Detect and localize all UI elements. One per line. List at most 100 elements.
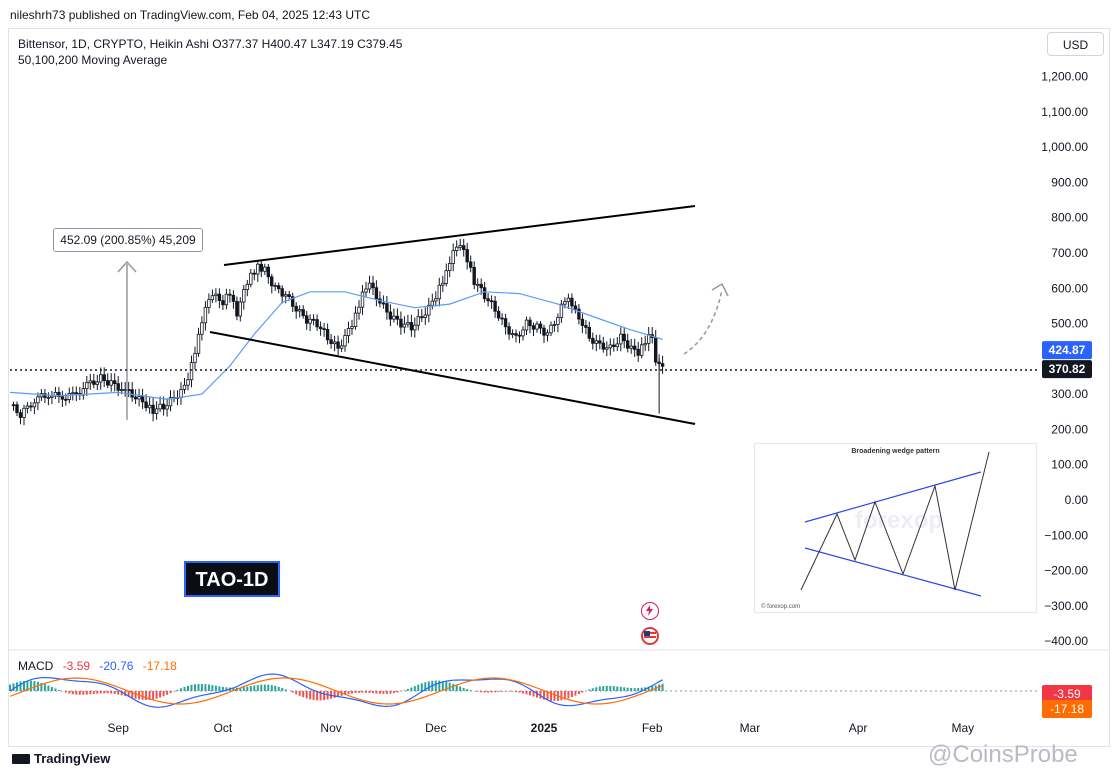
macd-histogram-bar [145, 691, 148, 700]
tradingview-logo[interactable]: TradingView [12, 751, 110, 766]
macd-histogram-bar [577, 691, 580, 695]
macd-histogram-bar [515, 691, 517, 693]
macd-histogram-bar [337, 691, 340, 697]
candle-body [420, 316, 424, 319]
macd-histogram-bar [570, 691, 573, 698]
moving-average-legend[interactable]: 50,100,200 Moving Average [18, 53, 168, 67]
tao-timeframe-label[interactable]: TAO-1D [184, 561, 280, 597]
y-axis-label: 200.00 [1051, 422, 1088, 436]
candle-body [367, 282, 372, 290]
macd-histogram-bar [389, 691, 392, 694]
candle-body [615, 343, 619, 347]
macd-legend[interactable]: MACD -3.59 -20.76 -17.18 [18, 659, 177, 673]
y-axis-label: 500.00 [1051, 317, 1088, 331]
macd-histogram-bar [270, 685, 273, 691]
candle-body [475, 283, 480, 286]
macd-histogram-bar [159, 691, 162, 698]
macd-tag[interactable] [1042, 700, 1092, 718]
macd-histogram-bar [396, 691, 399, 693]
x-axis-label: 2025 [531, 721, 558, 735]
candle-body [231, 294, 236, 302]
candle-body [228, 293, 232, 296]
macd-histogram-bar [546, 691, 549, 701]
candle-body [332, 341, 337, 345]
macd-histogram-bar [47, 685, 50, 691]
macd-histogram-bar [382, 691, 385, 694]
macd-histogram-bar [323, 691, 326, 701]
macd-histogram-bar [598, 686, 601, 691]
macd-histogram-bar [113, 691, 116, 694]
symbol-legend: Bittensor, 1D, CRYPTO, Heikin Ashi O377.… [18, 36, 402, 68]
macd-histogram-bar [120, 691, 123, 696]
candle-body [43, 393, 47, 398]
candle-body [269, 276, 274, 287]
macd-histogram-bar [155, 691, 158, 699]
candle-body [322, 328, 326, 331]
price-tag[interactable] [1042, 360, 1092, 379]
macd-histogram-bar [78, 691, 81, 695]
candle-body [18, 412, 23, 418]
macd-histogram-bar [33, 681, 36, 691]
macd-signal-value: -17.18 [142, 659, 177, 673]
candle-body [106, 380, 110, 386]
macd-histogram-bar [647, 686, 650, 691]
candle-body [371, 282, 375, 289]
candle-body [273, 285, 277, 288]
candle-body [591, 337, 595, 344]
candle-body [514, 333, 518, 336]
candle-body [210, 295, 215, 301]
macd-histogram-bar [508, 691, 511, 692]
upper-trendline[interactable] [223, 205, 696, 266]
candle-body [200, 322, 204, 335]
macd-histogram-bar [427, 681, 430, 691]
candle-body [423, 314, 427, 318]
candle-body [207, 299, 211, 308]
macd-histogram-bar [200, 683, 203, 691]
candle-body [430, 300, 434, 306]
currency-button[interactable]: USD [1047, 32, 1104, 56]
candle-body [441, 282, 445, 286]
candle-body [531, 325, 536, 330]
us-flag-icon[interactable] [641, 627, 659, 645]
macd-histogram-bar [19, 681, 22, 691]
symbol-info[interactable]: Bittensor, 1D, CRYPTO, Heikin Ashi O377.… [18, 37, 403, 51]
flash-icon[interactable] [641, 602, 659, 620]
macd-histogram-bar [501, 691, 504, 692]
macd-histogram-bar [194, 684, 196, 691]
y-axis-label: 1,100.00 [1041, 105, 1088, 119]
measure-label[interactable]: 452.09 (200.85%) 45,209 [53, 228, 203, 252]
candle-body [573, 305, 578, 310]
lower-trendline[interactable] [209, 331, 696, 425]
macd-histogram-bar [162, 691, 165, 697]
macd-histogram-bar [197, 683, 200, 691]
candle-body [496, 310, 501, 319]
candle-body [99, 374, 103, 383]
candle-body [161, 403, 166, 410]
macd-histogram-bar [616, 686, 619, 691]
macd-histogram-bar [630, 688, 633, 691]
price-tag[interactable] [1042, 341, 1092, 360]
macd-tag-label: -17.18 [1050, 702, 1084, 716]
macd-histogram-bar [50, 687, 53, 691]
candle-body [468, 261, 473, 268]
candle-body [179, 388, 183, 398]
macd-tag[interactable] [1042, 685, 1092, 703]
candle-body [605, 347, 609, 350]
macd-histogram-bar [117, 691, 120, 695]
macd-histogram-bar [483, 691, 486, 693]
signal-line [9, 677, 663, 705]
macd-histogram-bar [263, 684, 266, 691]
candle-body [25, 405, 30, 409]
y-axis-label: 300.00 [1051, 387, 1088, 401]
candle-body [294, 305, 298, 312]
macd-histogram-bar [176, 689, 179, 691]
candle-body [147, 404, 152, 409]
candle-body [88, 380, 92, 384]
macd-histogram-bar [312, 691, 315, 701]
macd-histogram-bar [141, 691, 144, 700]
candle-body [402, 323, 407, 328]
inset-diagram [800, 451, 990, 597]
macd-histogram-bar [417, 684, 420, 691]
macd-histogram-bar [413, 686, 416, 691]
